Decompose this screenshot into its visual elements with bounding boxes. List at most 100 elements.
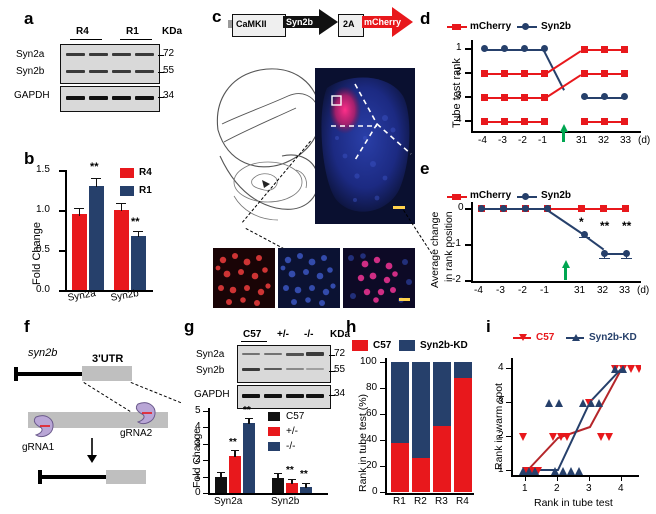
panel-e-xtick-33: 33 [619,285,631,296]
panel-h-ytick-60: 60 [366,408,378,419]
panel-g-blot-lower [237,385,331,409]
panel-d-xtick--2: -2 [518,135,527,146]
panel-g-row-label-gapdh: GAPDH [194,389,230,400]
panel-h-ytick-0: 0 [372,486,378,497]
panel-g-ytick-2: 2 [195,454,201,465]
panel-h-legend-swatch-kd [399,340,415,351]
panel-h-legend-swatch-c57 [352,340,368,351]
panel-g-mw-72: 72 [334,348,346,359]
panel-i-y-axis-label: Rank in warm spot [493,383,505,470]
panel-a-row-label-gapdh: GAPDH [14,90,50,101]
panel-b-bar-syn2a-r1 [89,186,104,290]
panel-i-letter: i [486,317,491,336]
panel-g-ytick-0: 0 [195,487,201,498]
panel-a-row-label-syn2b: Syn2b [16,66,45,77]
panel-e-injection-arrow [561,260,570,268]
panel-e-letter: e [420,159,430,178]
panel-d-ytick-2: 2 [456,66,462,77]
panel-g-legend-label-c57: C57 [286,411,305,422]
panel-g-legend-swatch-ko [268,442,280,451]
panel-g-bar-syn2b-ko [300,487,312,493]
panel-f-gene-label: syn2b [28,347,58,359]
panel-f-utr-box [82,366,132,381]
panel-f-down-arrow-icon [87,438,97,463]
panel-b-bar-syn2b-r1 [131,236,146,290]
panel-g-legend-label-ko: -/- [286,441,296,452]
panel-c-construct-mcherry-label: mCherry [364,17,402,27]
panel-g-letter: g [184,317,195,336]
panel-e-xtick--3: -3 [496,285,505,296]
panel-e-sig-33: ** [622,219,632,233]
panel-e-sig-32: ** [600,219,610,233]
panel-c-construct-mcherry-arrow [362,7,413,37]
panel-e-legend-marker-syn2b [522,193,529,200]
panel-b-legend-swatch-r4 [120,168,134,178]
panel-h-ytick-100: 100 [360,356,377,367]
panel-a-lane-label-r4: R4 [76,26,89,37]
panel-i-legend-marker-c57 [519,334,527,341]
panel-d-y-axis [471,40,473,132]
panel-c-brain-schematic [216,68,321,221]
panel-g-ytick-3: 3 [195,438,201,449]
panel-b-y-axis [65,170,67,292]
panel-e-xtick-31: 31 [574,285,586,296]
panel-e-ytick--1: -1 [452,238,461,249]
panel-g-bar-syn2b-het [286,483,298,493]
panel-e-line-syn2b-flat [481,208,547,211]
panel-h-bar-r1-kd [391,362,409,443]
panel-d-line-mcherry3-pre [484,97,544,100]
panel-e-y-axis [471,202,473,282]
panel-h-xtick-r2: R2 [414,496,427,507]
panel-b-y-axis-label: Fold Change [31,222,43,285]
panel-i-xtick-1: 1 [522,483,528,494]
panel-g-ytick-4: 4 [195,421,201,432]
panel-b-xtick-syn2a: Syn2a [66,288,97,304]
panel-b-ytick-1-5: 1.5 [36,164,50,175]
panel-f-expand-line-left [83,382,135,415]
panel-h-legend-label-kd: Syn2b-KD [420,340,468,351]
panel-g-xtick-syn2a: Syn2a [214,496,243,507]
panel-d-injection-arrow [559,124,568,132]
panel-h-xtick-r3: R3 [435,496,448,507]
panel-f-grna1-cas9-icon [33,415,54,438]
panel-g-legend-swatch-c57 [268,412,280,421]
panel-b-ytick-0-0: 0.0 [36,284,50,295]
panel-a-mw-72: 72 [163,48,175,59]
panel-b-ytick-0-5: 0.5 [36,244,50,255]
panel-g-sig-syn2a-ko: ** [243,405,251,416]
panel-d-letter: d [420,9,431,28]
panel-b-legend-label-r1: R1 [139,185,152,196]
panel-h-bar-r2-c57 [412,458,430,492]
panel-d-legend-label-syn2b: Syn2b [541,21,572,32]
panel-h-ytick-40: 40 [366,434,378,445]
panel-d-line-syn2b-pre [484,49,544,52]
panel-f-utr-zoom-bar [28,412,168,428]
panel-i-legend-marker-kd [572,334,580,341]
panel-d-x-axis-label: (d) [638,135,651,146]
panel-d-line-mcherry4-pre [484,121,544,124]
panel-e-ytick--2: -2 [452,274,461,285]
panel-h-legend-label-c57: C57 [373,340,392,351]
panel-h-xtick-r1: R1 [393,496,406,507]
panel-g-bar-syn2a-ko [243,423,255,493]
panel-e-xtick-32: 32 [597,285,609,296]
panel-h-ytick-20: 20 [366,460,378,471]
panel-i-xtick-3: 3 [586,483,592,494]
panel-b-letter: b [24,149,35,168]
panel-f-grna2-label: gRNA2 [120,428,153,439]
panel-e-line-mcherry [478,208,628,211]
panel-i-ytick-1: 1 [498,464,504,475]
panel-d-xtick-32: 32 [598,135,610,146]
panel-e-legend-marker-mcherry [452,194,461,200]
panel-f-grna1-label: gRNA1 [22,442,55,453]
panel-h-xtick-r4: R4 [456,496,469,507]
panel-h-bar-r3-c57 [433,426,451,492]
panel-e-sig-31: * [579,215,584,229]
panel-g-bar-syn2b-c57 [272,478,284,493]
panel-f-utr-label: 3'UTR [92,353,124,365]
panel-e-legend-label-mcherry: mCherry [470,190,512,201]
panel-g-sig-syn2a-het: ** [229,437,237,448]
panel-g-legend-swatch-het [268,427,280,436]
panel-b-x-axis [65,290,153,292]
